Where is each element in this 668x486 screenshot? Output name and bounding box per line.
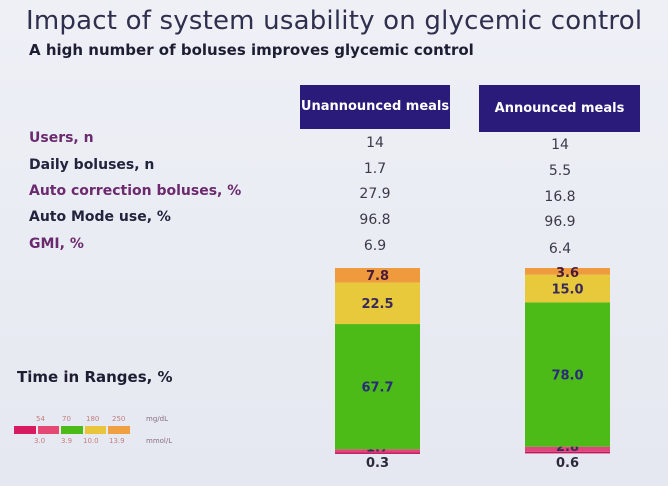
legend-swatch-4 bbox=[108, 426, 130, 434]
legend-mmol-unit: mmol/L bbox=[146, 437, 173, 445]
legend-mmol-3: 13.9 bbox=[109, 437, 125, 445]
legend-mmol-2: 10.0 bbox=[83, 437, 99, 445]
column-header-unannounced: Unannounced meals bbox=[300, 85, 450, 129]
bar-segment-<54-0 bbox=[335, 452, 420, 454]
row-label-daily-boluses: Daily boluses, n bbox=[29, 157, 155, 173]
bar-segment-180-250-1 bbox=[525, 274, 610, 303]
bar-label-<54-0: 0.3 bbox=[366, 456, 389, 471]
cell-auto-correction-announced: 16.8 bbox=[544, 189, 576, 205]
bar-label-54-70-1: 2.8 bbox=[556, 440, 579, 455]
bar-segment-<54-1 bbox=[525, 451, 610, 454]
time-in-ranges-label: Time in Ranges, % bbox=[17, 368, 173, 386]
row-label-auto-correction: Auto correction boluses, % bbox=[29, 183, 242, 199]
bar-segment-180-250-0 bbox=[335, 282, 420, 325]
cell-gmi-announced: 6.4 bbox=[548, 241, 572, 257]
legend-mmol-1: 3.9 bbox=[61, 437, 73, 445]
legend-swatches bbox=[14, 426, 132, 434]
cell-users-announced: 14 bbox=[551, 137, 569, 153]
page-subtitle: A high number of boluses improves glycem… bbox=[29, 41, 474, 59]
bar-label-<54-1: 0.6 bbox=[556, 456, 579, 471]
bar-label-54-70-0: 1.7 bbox=[366, 440, 389, 455]
bar-label-70-180-1: 78.0 bbox=[551, 369, 583, 384]
bar-label->250-1: 3.6 bbox=[556, 266, 579, 281]
cell-auto-mode-unannounced: 96.8 bbox=[359, 212, 391, 228]
bar-segment->250-1 bbox=[525, 268, 610, 275]
legend-mgdl-unit: mg/dL bbox=[146, 415, 168, 423]
row-label-gmi: GMI, % bbox=[29, 236, 84, 252]
legend-mgdl-1: 70 bbox=[62, 415, 71, 423]
bar-segment-70-180-1 bbox=[525, 302, 610, 447]
cell-gmi-unannounced: 6.9 bbox=[363, 238, 387, 254]
page-title: Impact of system usability on glycemic c… bbox=[26, 6, 643, 36]
legend-swatch-2 bbox=[61, 426, 83, 434]
cell-auto-mode-announced: 96.9 bbox=[544, 214, 576, 230]
legend-mgdl-2: 180 bbox=[86, 415, 100, 423]
legend-mmol-0: 3.0 bbox=[34, 437, 46, 445]
column-header-announced: Announced meals bbox=[479, 85, 640, 132]
bar-segment-54-70-1 bbox=[525, 446, 610, 452]
legend-mgdl-0: 54 bbox=[36, 415, 45, 423]
cell-users-unannounced: 14 bbox=[366, 135, 384, 151]
bar-segment-70-180-0 bbox=[335, 324, 420, 450]
bar-segment->250-0 bbox=[335, 268, 420, 283]
row-label-users: Users, n bbox=[29, 130, 94, 146]
bar-label-180-250-0: 22.5 bbox=[361, 297, 393, 312]
cell-daily-boluses-announced: 5.5 bbox=[548, 163, 572, 179]
legend-swatch-3 bbox=[84, 426, 107, 434]
cell-daily-boluses-unannounced: 1.7 bbox=[363, 161, 387, 177]
bar-label->250-0: 7.8 bbox=[366, 269, 389, 284]
bar-label-70-180-0: 67.7 bbox=[361, 381, 393, 396]
bar-label-180-250-1: 15.0 bbox=[551, 283, 583, 298]
legend-mgdl-3: 250 bbox=[112, 415, 126, 423]
legend-swatch-0 bbox=[14, 426, 36, 434]
legend-swatch-1 bbox=[37, 426, 60, 434]
bar-segment-54-70-0 bbox=[335, 449, 420, 453]
row-label-auto-mode: Auto Mode use, % bbox=[29, 209, 171, 225]
cell-auto-correction-unannounced: 27.9 bbox=[359, 186, 391, 202]
